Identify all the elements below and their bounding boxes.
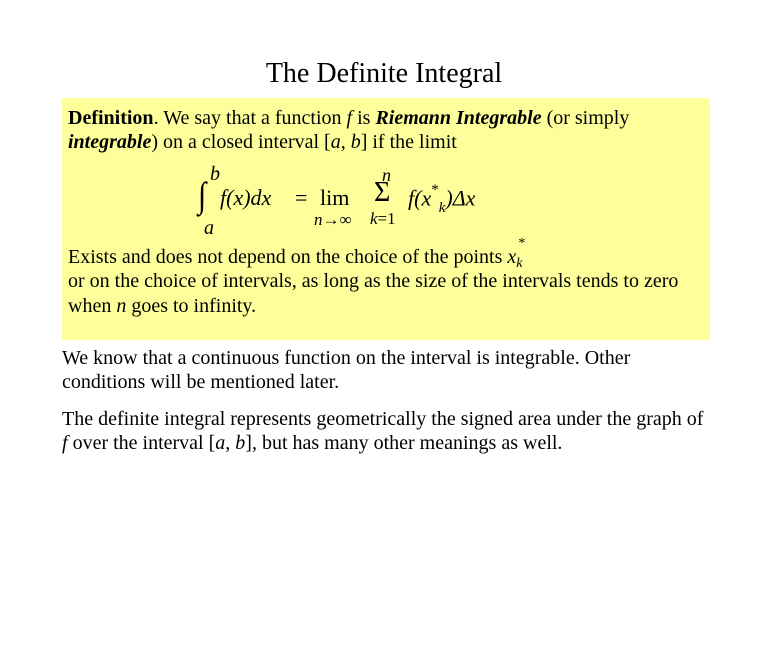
- summand-k: k: [439, 200, 446, 216]
- def-integrable: integrable: [68, 131, 151, 153]
- page-title: The Definite Integral: [0, 58, 768, 90]
- formula: b ∫ a f(x)dx = lim n→∞ n Σ k=1: [198, 167, 700, 239]
- def-t5: ] if the limit: [361, 131, 457, 153]
- p3-t3: ], but has many other meanings as well.: [245, 432, 562, 454]
- def-t3: (or simply: [542, 107, 630, 129]
- integrand: f(x)dx: [220, 185, 271, 211]
- slide: The Definite Integral Definition. We say…: [0, 58, 768, 651]
- equals: =: [295, 185, 307, 211]
- p3-b: b: [235, 432, 245, 454]
- p3-t2: over the interval [: [68, 432, 216, 454]
- lim-n: n: [314, 210, 323, 229]
- tail-n: n: [116, 295, 126, 317]
- def-comma: ,: [341, 131, 351, 153]
- def-t4: ) on a closed interval [: [151, 131, 330, 153]
- inline-star-icon: *: [518, 235, 525, 252]
- tail-t3: goes to infinity.: [126, 295, 256, 317]
- sum-lower: k=1: [370, 209, 396, 229]
- inline-xk: x*k: [507, 245, 522, 269]
- integral-symbol: ∫: [198, 175, 206, 216]
- p3-t1: The definite integral represents geometr…: [62, 408, 703, 430]
- def-t2: is: [352, 107, 375, 129]
- sum-1: 1: [387, 209, 396, 228]
- def-word: Definition: [68, 107, 154, 129]
- paragraph-3: The definite integral represents geometr…: [62, 407, 710, 456]
- p3-comma: ,: [225, 432, 235, 454]
- star-icon: *: [431, 182, 439, 198]
- definition-lead: Definition. We say that a function f is …: [68, 106, 700, 155]
- def-t1: . We say that a function: [154, 107, 347, 129]
- summand: f(x*k)Δx: [408, 185, 475, 216]
- lim-word: lim: [320, 185, 349, 211]
- tail-t1: Exists and does not depend on the choice…: [68, 246, 507, 268]
- def-a: a: [331, 131, 341, 153]
- summand-f: f(x: [408, 185, 431, 210]
- arrow-icon: →: [323, 210, 340, 229]
- inline-k: k: [516, 256, 522, 271]
- int-upper: b: [210, 163, 220, 186]
- def-ri: Riemann Integrable: [375, 107, 541, 129]
- definition-tail: Exists and does not depend on the choice…: [68, 245, 700, 318]
- def-b: b: [351, 131, 361, 153]
- paragraph-2: We know that a continuous function on th…: [62, 346, 710, 395]
- inline-x-letter: x: [507, 246, 516, 268]
- lim-inf: ∞: [340, 210, 352, 229]
- int-lower: a: [204, 217, 214, 240]
- lim-subscript: n→∞: [314, 210, 352, 230]
- p3-a: a: [215, 432, 225, 454]
- sum-k: k: [370, 209, 378, 228]
- summand-close: )Δx: [445, 185, 475, 210]
- content-area: Definition. We say that a function f is …: [62, 98, 710, 456]
- definition-box: Definition. We say that a function f is …: [62, 98, 710, 340]
- sum-eq: =: [378, 209, 388, 228]
- sigma-symbol: Σ: [374, 177, 390, 209]
